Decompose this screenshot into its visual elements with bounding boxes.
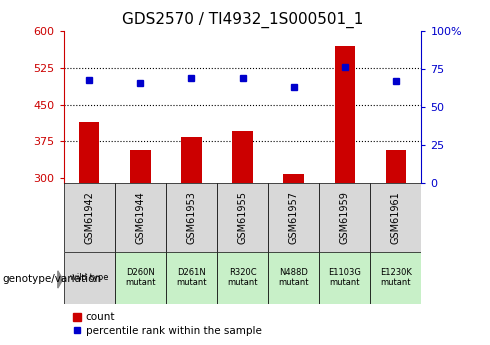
Text: E1103G
mutant: E1103G mutant bbox=[328, 268, 361, 287]
Bar bbox=[319, 252, 370, 304]
Bar bbox=[64, 183, 115, 252]
Bar bbox=[217, 252, 268, 304]
Text: wild type: wild type bbox=[70, 273, 108, 282]
Text: R320C
mutant: R320C mutant bbox=[227, 268, 258, 287]
Bar bbox=[370, 252, 421, 304]
Bar bbox=[268, 252, 319, 304]
Text: GSM61953: GSM61953 bbox=[187, 191, 196, 244]
Bar bbox=[232, 131, 253, 183]
Text: E1230K
mutant: E1230K mutant bbox=[380, 268, 412, 287]
Bar bbox=[370, 183, 421, 252]
Text: D260N
mutant: D260N mutant bbox=[125, 268, 156, 287]
Bar bbox=[79, 122, 99, 183]
Bar bbox=[64, 252, 115, 304]
Bar bbox=[335, 46, 355, 183]
Text: GSM61961: GSM61961 bbox=[391, 191, 401, 244]
Text: GSM61955: GSM61955 bbox=[238, 191, 247, 244]
Bar bbox=[217, 183, 268, 252]
Bar bbox=[166, 252, 217, 304]
Text: genotype/variation: genotype/variation bbox=[2, 275, 101, 284]
Title: GDS2570 / TI4932_1S000501_1: GDS2570 / TI4932_1S000501_1 bbox=[122, 12, 363, 28]
Bar bbox=[386, 149, 406, 183]
Bar bbox=[115, 252, 166, 304]
Text: GSM61959: GSM61959 bbox=[340, 191, 350, 244]
Bar bbox=[319, 183, 370, 252]
Text: GSM61942: GSM61942 bbox=[84, 191, 94, 244]
Bar bbox=[130, 149, 150, 183]
Bar bbox=[283, 174, 304, 183]
Text: GSM61944: GSM61944 bbox=[135, 191, 146, 244]
Bar bbox=[268, 183, 319, 252]
Text: N488D
mutant: N488D mutant bbox=[278, 268, 309, 287]
Text: D261N
mutant: D261N mutant bbox=[176, 268, 207, 287]
Bar bbox=[181, 137, 202, 183]
Bar bbox=[115, 183, 166, 252]
Text: GSM61957: GSM61957 bbox=[289, 191, 298, 244]
Polygon shape bbox=[58, 271, 63, 288]
Bar bbox=[166, 183, 217, 252]
Legend: count, percentile rank within the sample: count, percentile rank within the sample bbox=[69, 308, 266, 340]
